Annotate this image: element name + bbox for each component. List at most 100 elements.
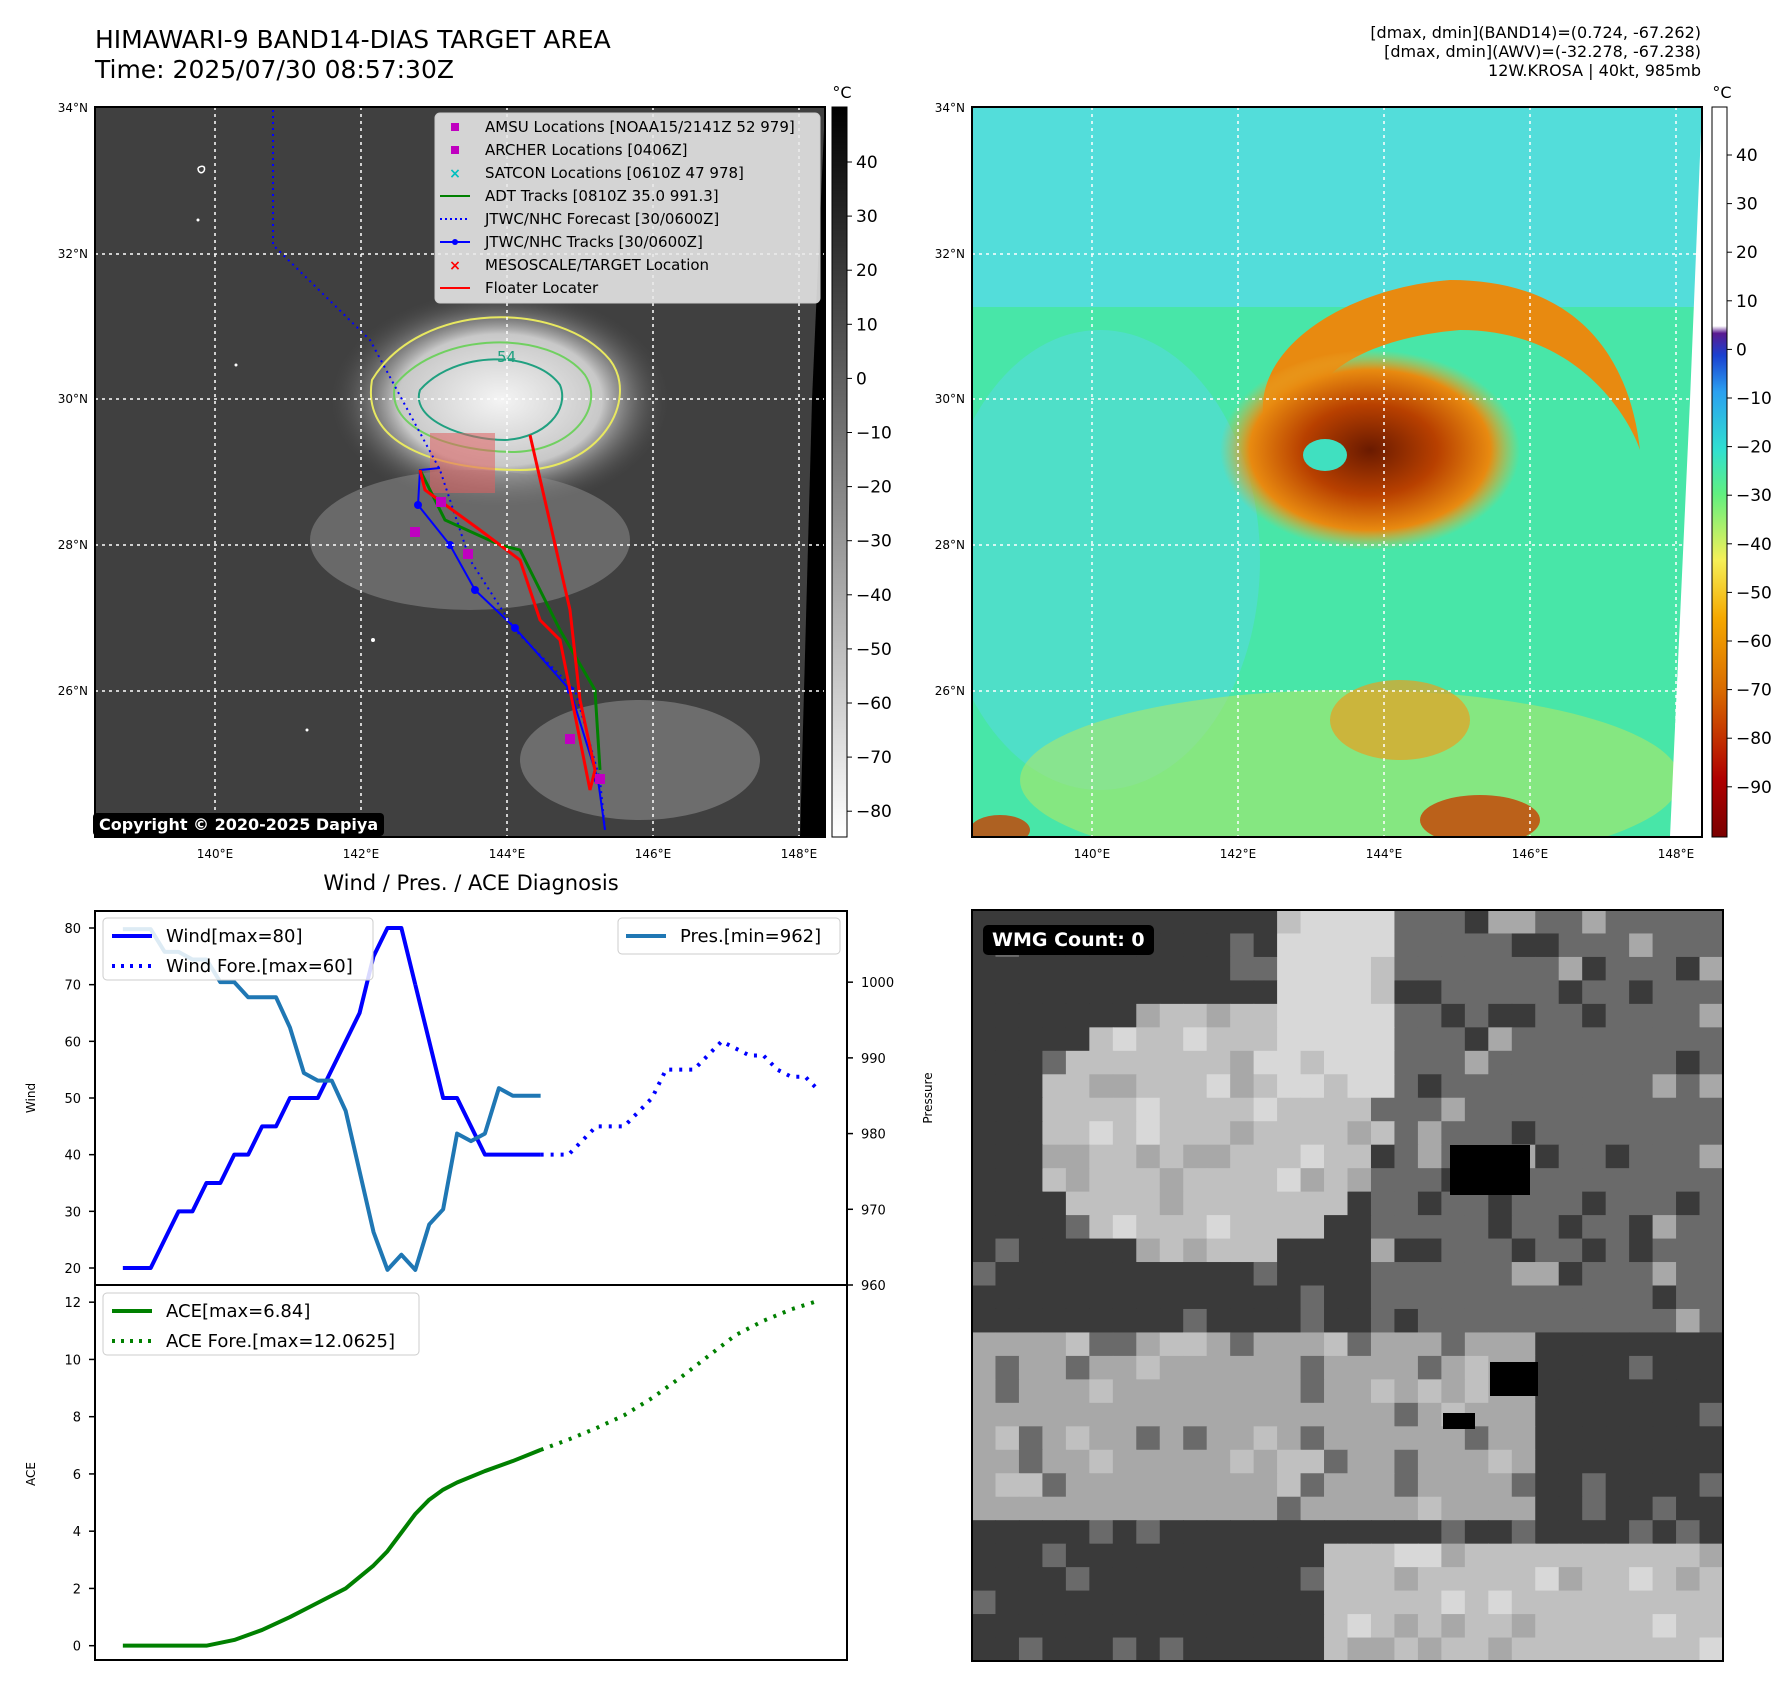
wmg-cells bbox=[972, 910, 1724, 1662]
wind-ytick-label: 30 bbox=[64, 1205, 81, 1220]
wmg-cell bbox=[1417, 1332, 1442, 1357]
wmg-cell bbox=[1676, 1567, 1701, 1592]
wmg-cell bbox=[972, 1027, 997, 1052]
wmg-cell bbox=[1230, 1050, 1255, 1075]
wmg-cell bbox=[1065, 1379, 1090, 1404]
wmg-cell bbox=[1652, 1308, 1677, 1334]
wmg-cell bbox=[1394, 1402, 1419, 1427]
wmg-cell bbox=[1042, 1426, 1067, 1451]
wmg-cell bbox=[972, 1003, 997, 1028]
wmg-cell bbox=[1089, 1238, 1114, 1263]
wmg-cell bbox=[1605, 1285, 1630, 1310]
wmg-cell bbox=[1324, 1121, 1349, 1146]
wmg-cell bbox=[1629, 1567, 1654, 1592]
wmg-cell bbox=[1676, 1097, 1701, 1122]
wmg-cell bbox=[1699, 1050, 1724, 1075]
wmg-cell bbox=[1676, 1355, 1701, 1380]
wmg-cell bbox=[1511, 1027, 1536, 1052]
wmg-cell bbox=[995, 1191, 1020, 1216]
wmg-cell bbox=[1417, 933, 1442, 958]
colorbar-tick-label: 10 bbox=[856, 315, 878, 335]
wmg-cell bbox=[1018, 1355, 1044, 1380]
wmg-cell bbox=[1582, 933, 1607, 958]
wmg-cell bbox=[1253, 1027, 1278, 1052]
wmg-cell bbox=[1464, 1285, 1489, 1310]
wmg-cell bbox=[1464, 1097, 1489, 1122]
awv-colorbar-bar bbox=[1711, 106, 1728, 838]
wmg-cell bbox=[1511, 1238, 1536, 1263]
wmg-cell bbox=[1300, 1097, 1325, 1122]
wmg-cell bbox=[1699, 1332, 1724, 1357]
wmg-cell bbox=[1347, 1567, 1372, 1592]
wmg-cell bbox=[1136, 956, 1161, 982]
wmg-cell bbox=[1018, 1543, 1044, 1568]
wmg-cell bbox=[1535, 1238, 1560, 1263]
ace-chart: 0 2 4 6 8 10 12 ACE ACE[max=6.84] ACE Fore.[ma… bbox=[24, 1284, 848, 1661]
wmg-cell bbox=[1183, 1473, 1208, 1498]
wmg-cell bbox=[1582, 1496, 1607, 1521]
wmg-cell bbox=[1042, 1567, 1067, 1592]
wmg-cell bbox=[1582, 1543, 1607, 1568]
wmg-cell bbox=[1558, 1355, 1583, 1380]
ace-ytick-label: 2 bbox=[73, 1582, 81, 1597]
wmg-cell bbox=[1535, 1121, 1560, 1146]
wmg-cell bbox=[1370, 1003, 1396, 1028]
wmg-cell bbox=[1676, 1590, 1701, 1615]
wmg-cell bbox=[1441, 1027, 1466, 1052]
wmg-cell bbox=[1018, 1402, 1044, 1427]
wmg-cell bbox=[1159, 1402, 1184, 1427]
wmg-cell bbox=[1277, 1121, 1302, 1146]
wmg-cell bbox=[1347, 1215, 1372, 1240]
wmg-cell bbox=[1253, 1355, 1278, 1380]
wmg-cell bbox=[1300, 1262, 1325, 1287]
colorbar-tick-label: −60 bbox=[856, 694, 892, 714]
wmg-cell bbox=[1464, 1074, 1489, 1099]
wmg-cell bbox=[1183, 933, 1208, 958]
wmg-cell bbox=[995, 1238, 1020, 1263]
wmg-cell bbox=[1652, 980, 1677, 1005]
wmg-cell bbox=[1018, 1426, 1044, 1451]
wmg-cell bbox=[1417, 1285, 1442, 1310]
wmg-cell bbox=[972, 1215, 997, 1240]
wmg-cell bbox=[972, 1285, 997, 1310]
wmg-cell bbox=[1417, 910, 1442, 935]
wmg-cell bbox=[1464, 1567, 1489, 1592]
legend-label-3: ADT Tracks [0810Z 35.0 991.3] bbox=[485, 187, 719, 205]
wmg-cell bbox=[1699, 933, 1724, 958]
pressure-legend-box bbox=[617, 917, 841, 955]
wmg-cell bbox=[1230, 1496, 1255, 1521]
wmg-cell bbox=[1018, 1379, 1044, 1404]
wmg-cell bbox=[1018, 1262, 1044, 1287]
wmg-cell bbox=[1558, 1074, 1583, 1099]
wmg-cell bbox=[1018, 1614, 1044, 1639]
wmg-cell bbox=[1159, 1332, 1184, 1357]
wmg-cell bbox=[1136, 1144, 1161, 1169]
wmg-cell bbox=[1370, 1426, 1396, 1451]
colorbar-tick-label: −80 bbox=[1736, 729, 1772, 749]
wmg-cell bbox=[972, 980, 997, 1005]
colorbar-tick-label: −10 bbox=[1736, 389, 1772, 409]
wmg-cell bbox=[1018, 1238, 1044, 1263]
wmg-cell bbox=[1183, 980, 1208, 1005]
lon-label: 142°E bbox=[343, 847, 380, 861]
wmg-cell bbox=[1018, 1590, 1044, 1615]
wmg-cell bbox=[1582, 1614, 1607, 1639]
pressure-axis-label: Pressure bbox=[921, 1072, 935, 1123]
wmg-cell bbox=[1300, 1168, 1325, 1193]
wmg-cell bbox=[1206, 1027, 1231, 1052]
wmg-cell bbox=[1183, 1590, 1208, 1615]
wmg-cell bbox=[1042, 1590, 1067, 1615]
wmg-cell bbox=[1605, 1027, 1630, 1052]
legend-label-2: SATCON Locations [0610Z 47 978] bbox=[485, 164, 744, 182]
wmg-cell bbox=[1042, 1097, 1067, 1122]
wmg-cell bbox=[995, 1614, 1020, 1639]
wmg-cell bbox=[1089, 1285, 1114, 1310]
wmg-cell bbox=[1464, 980, 1489, 1005]
wmg-cell bbox=[1277, 1590, 1302, 1615]
wmg-cell bbox=[1206, 933, 1231, 958]
wmg-cell bbox=[1253, 1473, 1278, 1498]
wmg-cell bbox=[1112, 1355, 1137, 1380]
wmg-cell bbox=[1112, 1402, 1137, 1427]
wmg-cell bbox=[1652, 1379, 1677, 1404]
wmg-cell bbox=[1676, 1379, 1701, 1404]
